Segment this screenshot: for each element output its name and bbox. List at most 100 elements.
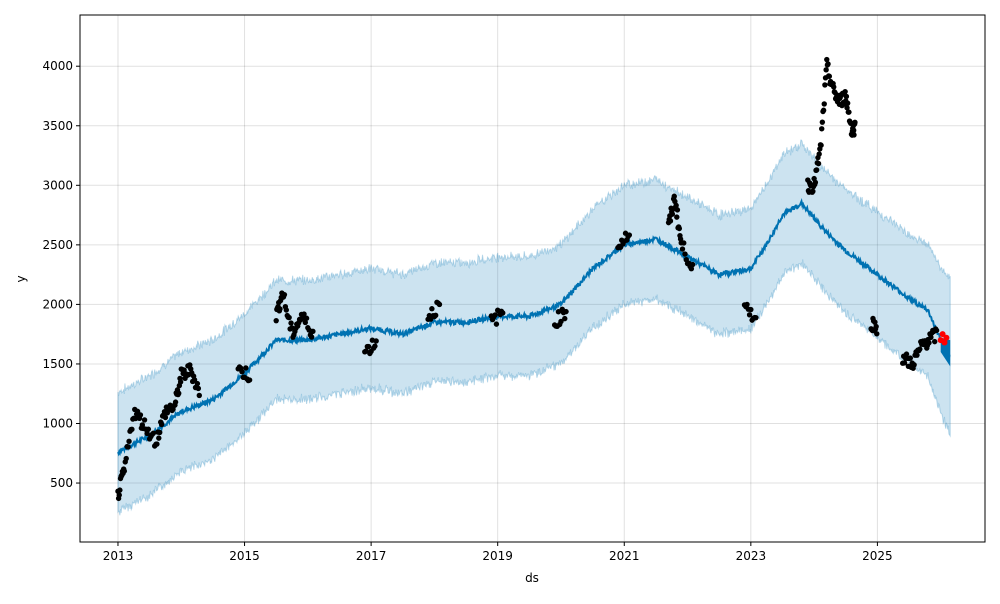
- observed-point: [562, 315, 568, 322]
- observed-point: [141, 417, 148, 423]
- observed-point: [689, 261, 696, 268]
- observed-point: [873, 323, 879, 330]
- observed-point: [676, 225, 683, 232]
- observed-point: [815, 160, 822, 167]
- observed-point: [436, 301, 443, 308]
- observed-point: [239, 369, 245, 375]
- observed-point: [156, 435, 162, 441]
- observed-point: [821, 101, 827, 107]
- observed-point: [842, 88, 848, 95]
- observed-point: [372, 343, 378, 349]
- x-tick-label: 2013: [103, 549, 134, 563]
- observed-point: [907, 355, 914, 361]
- observed-point: [191, 377, 198, 383]
- observed-point: [195, 385, 202, 392]
- observed-point: [681, 240, 687, 246]
- observed-point: [671, 193, 677, 199]
- observed-point: [373, 338, 379, 344]
- observed-point: [674, 214, 680, 220]
- observed-point: [123, 455, 129, 462]
- observed-point: [194, 380, 201, 387]
- y-tick-label: 500: [50, 476, 73, 490]
- axes-frame: [79, 14, 986, 543]
- observed-point: [246, 377, 253, 383]
- observed-point: [558, 318, 564, 325]
- y-tick-label: 1500: [42, 357, 73, 371]
- observed-point: [273, 317, 279, 324]
- observed-point: [121, 468, 128, 474]
- observed-point: [746, 312, 753, 318]
- x-tick-label: 2015: [229, 549, 260, 563]
- forecast-line: [117, 197, 951, 457]
- observed-point: [126, 438, 132, 445]
- observed-point: [492, 312, 498, 318]
- x-tick-label: 2017: [356, 549, 387, 563]
- observed-point: [125, 444, 131, 450]
- observed-point: [844, 105, 850, 111]
- observed-point: [432, 312, 439, 319]
- y-tick-label: 2500: [42, 238, 73, 252]
- observed-point: [673, 202, 679, 209]
- observed-point: [826, 73, 833, 79]
- y-tick-label: 4000: [42, 59, 73, 73]
- observed-point: [819, 126, 825, 132]
- forecast-point: [939, 331, 946, 338]
- y-axis-label: y: [14, 275, 28, 282]
- x-tick-label: 2019: [482, 549, 513, 563]
- observed-point: [844, 100, 851, 106]
- y-tick-label: 2000: [42, 297, 73, 311]
- observed-point: [310, 328, 316, 335]
- observed-point: [682, 251, 688, 257]
- observed-point: [874, 331, 880, 337]
- observed-point: [196, 392, 202, 399]
- observed-point: [286, 314, 292, 321]
- observed-point: [903, 351, 910, 357]
- observed-point: [277, 306, 283, 312]
- observed-point: [281, 291, 288, 298]
- observed-point: [145, 426, 152, 432]
- observed-point: [914, 352, 920, 358]
- observed-point: [150, 430, 157, 436]
- uncertainty-interval: [117, 139, 951, 516]
- observed-point: [852, 119, 858, 126]
- observed-point: [177, 379, 184, 385]
- observed-point: [824, 56, 830, 63]
- observed-point: [493, 321, 500, 327]
- observed-point: [500, 310, 506, 316]
- observed-point: [688, 266, 695, 272]
- observed-point: [846, 109, 852, 115]
- observed-point: [812, 179, 819, 186]
- observed-point: [300, 315, 306, 321]
- observed-point: [172, 399, 179, 405]
- observed-point: [117, 487, 123, 493]
- x-axis-label: ds: [525, 571, 539, 585]
- observed-point: [563, 308, 569, 315]
- grid: [80, 15, 985, 542]
- observed-point: [825, 61, 831, 67]
- observed-point: [872, 319, 878, 325]
- observed-point: [669, 211, 676, 217]
- observed-point: [813, 167, 820, 173]
- observed-point: [744, 301, 750, 308]
- observed-point: [850, 127, 857, 134]
- observed-point: [243, 365, 249, 371]
- x-tick-label: 2021: [609, 549, 640, 563]
- x-tick-label: 2023: [736, 549, 767, 563]
- observed-point: [176, 390, 182, 396]
- observed-point: [137, 412, 144, 418]
- observed-point: [816, 151, 822, 157]
- observed-point: [129, 426, 135, 433]
- uncertainty-band: [117, 139, 951, 516]
- ticks: 2013 2015 2017 2019 2021 2023 2025 500 1000 1500 2…: [42, 59, 892, 563]
- observed-point: [667, 218, 674, 224]
- observed-point: [162, 414, 169, 421]
- forecast-point: [943, 334, 950, 341]
- observed-point: [843, 93, 850, 100]
- observed-point: [917, 346, 923, 352]
- observed-point: [753, 314, 759, 321]
- observed-point: [626, 232, 633, 238]
- observed-point: [911, 362, 917, 368]
- observed-point: [288, 320, 294, 326]
